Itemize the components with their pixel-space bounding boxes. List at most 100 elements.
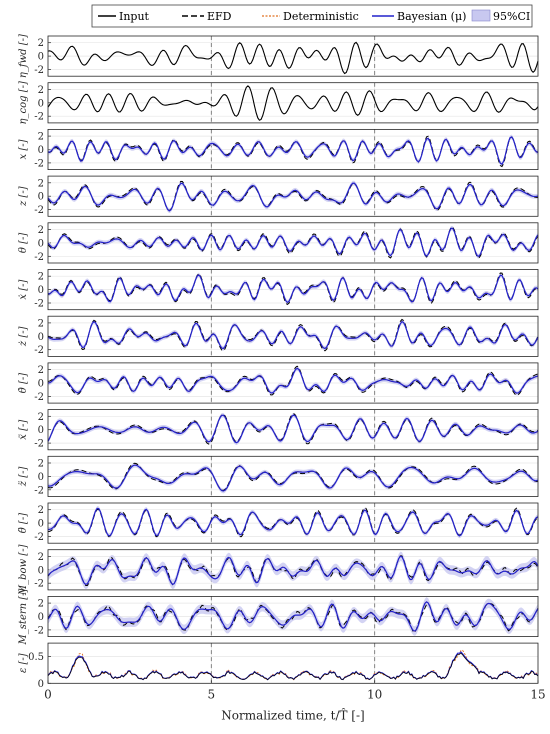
y-tick-label: -2	[34, 439, 44, 450]
series-input	[47, 85, 539, 121]
y-tick-label: -2	[34, 252, 44, 263]
plot-frame	[47, 596, 539, 638]
series-efd	[47, 180, 538, 212]
y-tick-label: 0	[38, 679, 44, 690]
series-bayesian-mean	[47, 274, 539, 304]
y-tick-label: 0	[38, 472, 44, 483]
legend-box	[91, 4, 533, 28]
series-bayesian-mean	[47, 555, 539, 586]
plot-frame	[47, 549, 539, 591]
y-tick-label: 0	[38, 285, 44, 296]
plot-frame	[47, 315, 539, 357]
y-tick-label: 0	[38, 238, 44, 249]
y-tick-label: -2	[34, 299, 44, 310]
plot-frame	[47, 35, 539, 77]
y-tick-label: 2	[38, 318, 44, 329]
legend-label-1: EFD	[207, 10, 232, 23]
legend-label-2: Deterministic	[283, 10, 359, 23]
subplot-1: 2 0 -2 η_cog [-]	[18, 81, 539, 124]
subplot-7: 2 0 -2 θ̇ [-]	[18, 362, 539, 404]
y-tick-label: 0	[38, 145, 44, 156]
y-tick-label: 0.5	[28, 652, 44, 663]
y-tick-label: 2	[38, 38, 44, 49]
y-tick-label: -2	[34, 345, 44, 356]
subplot-9: 2 0 -2 z̈ [-]	[18, 455, 539, 497]
y-tick-label: 2	[38, 132, 44, 143]
y-tick-label: -2	[34, 205, 44, 216]
series-ci-band	[48, 462, 538, 494]
subplot-12: 2 0 -2 M_stern [-]	[18, 588, 539, 645]
y-axis-label: M_stern [-]	[18, 588, 29, 645]
series-efd	[47, 602, 539, 633]
subplot-6: 2 0 -2 ż [-]	[18, 315, 539, 357]
plot-frame	[47, 82, 539, 124]
series-input	[47, 41, 539, 75]
y-tick-label: 2	[38, 599, 44, 610]
series-bayesian-mean	[47, 367, 539, 394]
legend-swatch-4	[471, 9, 491, 22]
y-tick-label: -2	[34, 112, 44, 123]
x-tick-label: 5	[208, 687, 216, 701]
y-axis-label: z̈ [-]	[18, 466, 29, 487]
y-tick-label: 0	[38, 379, 44, 390]
y-tick-label: -2	[34, 485, 44, 496]
y-tick-label: -2	[34, 579, 44, 590]
y-tick-label: 0	[38, 52, 44, 63]
legend-label-3: Bayesian (μ)	[397, 10, 466, 23]
y-tick-label: 2	[38, 365, 44, 376]
subplot-2: 2 0 -2 x [-]	[18, 128, 539, 170]
series-bayesian-mean	[47, 182, 539, 212]
y-axis-label: x [-]	[18, 139, 29, 159]
plot-frame	[47, 642, 539, 684]
y-axis-label: ẋ [-]	[18, 280, 29, 300]
y-tick-label: 2	[38, 552, 44, 563]
y-axis-label: M_bow [-]	[18, 544, 29, 596]
series-efd	[47, 555, 539, 586]
y-tick-label: 0	[38, 332, 44, 343]
y-axis-label: θ̈ [-]	[18, 513, 29, 533]
plot-frame	[47, 222, 539, 264]
y-tick-label: 2	[38, 505, 44, 516]
subplot-11: 2 0 -2 M_bow [-]	[18, 544, 539, 596]
legend: Input EFD Deterministic Bayesian (μ) 95%CI	[91, 4, 533, 28]
series-bayesian-mean	[47, 136, 539, 165]
y-axis-label: η_fwd [-]	[18, 34, 29, 78]
y-tick-label: 0	[38, 192, 44, 203]
legend-label-0: Input	[119, 10, 150, 23]
y-axis-label: ż [-]	[18, 326, 29, 347]
plot-frame	[47, 455, 539, 497]
plot-area	[48, 643, 538, 684]
y-tick-label: 2	[38, 272, 44, 283]
y-tick-label: 0	[38, 98, 44, 109]
y-tick-label: 0	[38, 565, 44, 576]
y-axis-label: z [-]	[18, 186, 29, 207]
series-bayesian-mean	[47, 507, 539, 537]
x-tick-label: 15	[530, 687, 545, 701]
y-tick-label: -2	[34, 625, 44, 636]
y-axis-label: θ [-]	[18, 233, 29, 253]
y-tick-label: 2	[38, 85, 44, 96]
series-error	[47, 652, 539, 681]
plot-frame	[47, 175, 539, 217]
y-axis-label: ẍ [-]	[18, 420, 29, 440]
y-tick-label: 2	[38, 412, 44, 423]
plot-frame	[47, 362, 539, 404]
x-tick-label: 10	[367, 687, 382, 701]
plot-frame	[47, 269, 539, 311]
subplot-5: 2 0 -2 ẋ [-]	[18, 269, 539, 311]
x-axis-label: Normalized time, t/T̂ [-]	[221, 707, 364, 722]
subplot-8: 2 0 -2 ẍ [-]	[18, 409, 539, 451]
series-bayesian-mean	[47, 601, 539, 632]
y-tick-label: 0	[38, 425, 44, 436]
subplot-4: 2 0 -2 θ [-]	[18, 222, 539, 264]
legend-label-4: 95%CI	[493, 10, 530, 23]
y-axis-label: η_cog [-]	[18, 81, 29, 124]
x-axis: 0 5 10 15	[44, 680, 546, 701]
y-tick-label: -2	[34, 532, 44, 543]
subplot-stack: 2 0 -2 η_fwd [-] 2 0 -2 η_cog [-] 2 0 -2 x [-] 2 0 -2 z…	[18, 34, 539, 690]
series-bayesian-mean	[47, 464, 539, 492]
series-ci-band	[48, 551, 538, 590]
y-tick-label: -2	[34, 392, 44, 403]
plot-frame	[47, 502, 539, 544]
